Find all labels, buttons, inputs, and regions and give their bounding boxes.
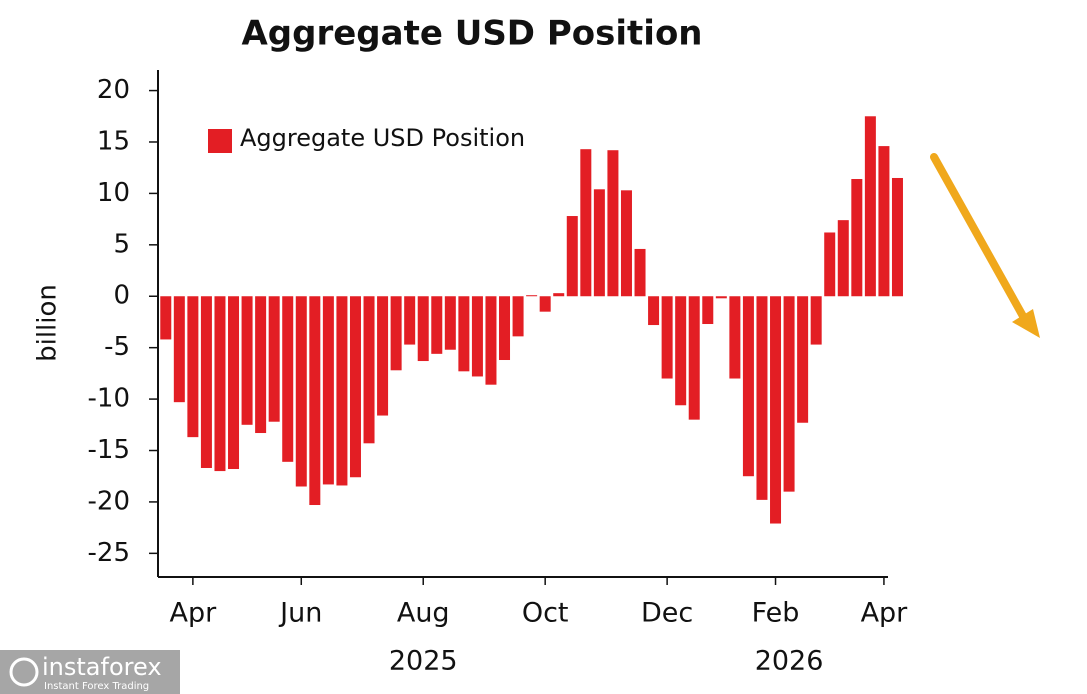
bar <box>241 296 253 425</box>
bar <box>485 296 497 385</box>
y-tick-label: 0 <box>113 281 130 311</box>
bar <box>322 296 334 485</box>
y-tick-label: -25 <box>88 538 130 568</box>
bar <box>742 296 754 477</box>
bar <box>349 296 361 478</box>
bar <box>228 296 240 470</box>
x-tick-label: Feb <box>752 598 800 629</box>
bar <box>255 296 267 434</box>
bar <box>309 296 321 506</box>
bar <box>837 220 849 297</box>
y-axis-label: billion <box>33 284 63 362</box>
bar <box>471 296 483 377</box>
bar <box>336 296 348 486</box>
bar <box>268 296 280 422</box>
x-tick-label: Oct <box>522 598 569 629</box>
bar <box>458 296 470 372</box>
watermark-icon <box>9 657 39 687</box>
bar <box>864 116 876 297</box>
y-tick-label: -5 <box>104 332 130 362</box>
bar <box>566 216 578 297</box>
y-tick-label: 10 <box>97 178 130 208</box>
bar <box>810 296 822 345</box>
bar <box>593 189 605 297</box>
bar <box>417 296 429 362</box>
bar <box>512 296 524 337</box>
x-tick-label: Apr <box>170 598 218 629</box>
arrow-shaft <box>930 153 1028 322</box>
bar <box>783 296 795 492</box>
bar <box>173 296 185 403</box>
bar <box>295 296 307 487</box>
chart-title: Aggregate USD Position <box>241 14 702 54</box>
bar <box>851 179 863 297</box>
y-tick-label: -15 <box>88 435 130 465</box>
bar <box>607 150 619 297</box>
bar <box>282 296 294 462</box>
arrow-head <box>1012 309 1040 338</box>
bar <box>431 296 443 354</box>
x-group-label: 2025 <box>389 646 458 677</box>
bar <box>200 296 212 468</box>
bar <box>715 296 727 299</box>
legend-swatch <box>208 129 232 153</box>
bar <box>214 296 226 472</box>
bar <box>404 296 416 345</box>
bar <box>824 232 836 297</box>
bar <box>797 296 809 423</box>
bar <box>661 296 673 379</box>
y-tick-label: -20 <box>88 486 130 516</box>
bar <box>770 296 782 524</box>
bar <box>878 146 890 297</box>
legend-label: Aggregate USD Position <box>240 124 525 152</box>
bar <box>634 248 646 297</box>
bar <box>620 190 632 297</box>
bar <box>675 296 687 406</box>
bar <box>187 296 199 438</box>
x-tick-label: Apr <box>861 598 909 629</box>
bar <box>363 296 375 444</box>
y-tick-label: -10 <box>88 384 130 414</box>
bar <box>377 296 389 416</box>
bar <box>891 177 903 297</box>
watermark: instaforex Instant Forex Trading <box>0 650 180 694</box>
arrow <box>930 153 1040 338</box>
bar <box>580 149 592 297</box>
x-tick-label: Jun <box>278 598 322 629</box>
bar <box>729 296 741 379</box>
bar <box>539 296 551 312</box>
watermark-bg <box>0 650 180 694</box>
bar <box>390 296 402 371</box>
bar <box>648 296 660 326</box>
y-tick-label: 5 <box>113 229 130 259</box>
y-tick-label: 15 <box>97 126 130 156</box>
bar <box>444 296 456 350</box>
bar <box>526 295 538 297</box>
bar <box>702 296 714 325</box>
watermark-tagline: Instant Forex Trading <box>44 681 149 692</box>
bar <box>499 296 511 361</box>
x-tick-label: Dec <box>641 598 693 629</box>
bar <box>553 293 565 297</box>
watermark-brand: instaforex <box>42 653 162 681</box>
y-tick-label: 20 <box>97 75 130 105</box>
bar <box>756 296 768 500</box>
bar <box>688 296 700 420</box>
x-group-label: 2026 <box>755 646 824 677</box>
bar <box>160 296 172 340</box>
x-tick-label: Aug <box>397 598 450 629</box>
